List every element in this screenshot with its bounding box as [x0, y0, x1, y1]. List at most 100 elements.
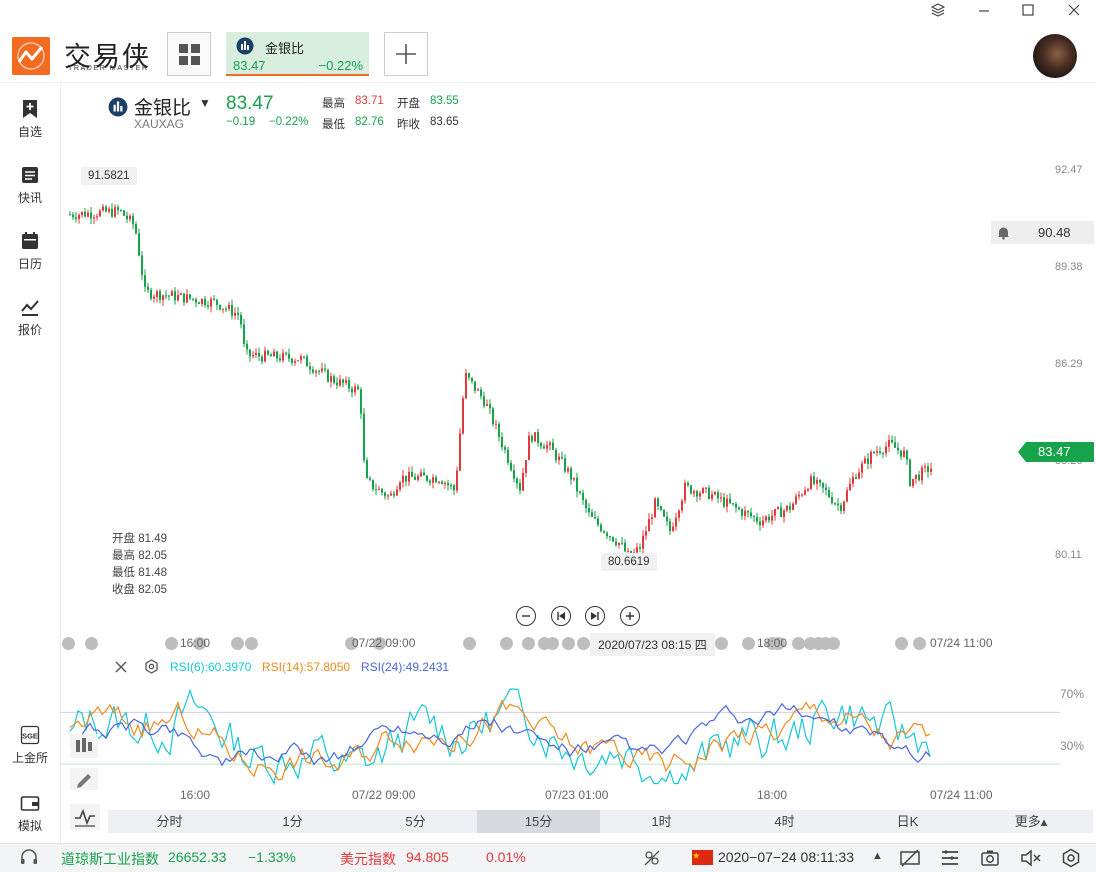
zoom-out-button[interactable]	[516, 606, 536, 626]
candle-tool-button[interactable]	[70, 734, 98, 758]
candle	[717, 489, 719, 504]
candlestick-chart[interactable]	[60, 140, 1060, 620]
tab-timeframe-fenshi[interactable]: 分时	[156, 814, 183, 829]
mute-icon[interactable]	[1020, 848, 1042, 868]
event-marker-dot[interactable]	[522, 637, 535, 650]
tab-timeframe-1h[interactable]: 1时	[651, 814, 672, 829]
event-marker-dot[interactable]	[345, 637, 358, 650]
settings-icon[interactable]	[144, 659, 159, 674]
rsi14-value: RSI(14):57.8050	[262, 660, 351, 674]
event-marker-dot[interactable]	[546, 637, 559, 650]
event-marker-dot[interactable]	[193, 637, 206, 650]
network-off-icon[interactable]	[642, 848, 662, 868]
event-marker-dot[interactable]	[231, 637, 244, 650]
camera-icon[interactable]	[980, 848, 1000, 868]
list-icon[interactable]	[940, 848, 960, 868]
minimize-icon[interactable]	[972, 2, 996, 24]
tab-timeframe-1m[interactable]: 1分	[282, 814, 303, 829]
screen-off-icon[interactable]	[899, 848, 921, 868]
sidebar-item-calendar[interactable]: 日历	[0, 231, 60, 272]
candle	[195, 297, 197, 308]
event-marker-dot[interactable]	[500, 637, 513, 650]
instrument-name[interactable]: 金银比	[134, 98, 192, 119]
candle	[465, 368, 467, 400]
event-marker-dot[interactable]	[463, 637, 476, 650]
candle	[183, 293, 185, 306]
usd-index-label[interactable]: 美元指数	[340, 851, 396, 867]
candle	[639, 543, 641, 553]
close-icon[interactable]	[1062, 2, 1086, 24]
event-marker-dot[interactable]	[715, 637, 728, 650]
more-timeframes-button[interactable]: 更多▴	[1014, 814, 1048, 829]
scroll-end-button[interactable]	[585, 606, 605, 626]
event-marker-dot[interactable]	[165, 637, 178, 650]
candle	[921, 465, 923, 485]
dow-label[interactable]: 道琼斯工业指数	[61, 851, 159, 867]
candle	[816, 477, 818, 490]
chevron-down-icon[interactable]: ▼	[199, 96, 211, 110]
event-marker-dot[interactable]	[895, 637, 908, 650]
event-marker-dot[interactable]	[245, 637, 258, 650]
tab-timeframe-day[interactable]: 日K	[896, 814, 919, 829]
candle	[876, 445, 878, 457]
scroll-start-button[interactable]	[551, 606, 571, 626]
headset-icon[interactable]	[19, 849, 39, 867]
indicator-tool-button[interactable]	[70, 804, 100, 830]
candle	[897, 442, 899, 455]
candle	[78, 213, 80, 224]
event-marker-dot[interactable]	[62, 637, 75, 650]
event-marker-dot[interactable]	[913, 637, 926, 650]
candle	[906, 449, 908, 466]
candle	[753, 515, 755, 522]
candle	[570, 466, 572, 485]
layers-icon[interactable]	[926, 2, 950, 24]
candle	[150, 287, 152, 301]
candle	[900, 450, 902, 461]
avatar[interactable]	[1033, 34, 1077, 78]
event-marker-dot[interactable]	[772, 637, 785, 650]
candle	[723, 492, 725, 509]
event-marker-dot[interactable]	[373, 637, 386, 650]
price-alert-line-label[interactable]: 90.48	[991, 221, 1094, 244]
candle	[423, 468, 425, 476]
close-indicator-icon[interactable]	[114, 660, 128, 674]
candle	[402, 469, 404, 488]
sidebar-item-watchlist[interactable]: 自选	[0, 99, 60, 140]
tab-timeframe-15m[interactable]: 15分	[477, 810, 600, 833]
sidebar-item-sge[interactable]: SGE 上金所	[0, 725, 60, 766]
candle	[381, 487, 383, 496]
candle	[363, 408, 365, 463]
zoom-in-button[interactable]	[620, 606, 640, 626]
sidebar-item-simulation[interactable]: 模拟	[0, 793, 60, 834]
candle	[279, 353, 281, 363]
settings-icon[interactable]	[1061, 848, 1081, 868]
candle	[165, 290, 167, 300]
event-marker-dot[interactable]	[827, 637, 840, 650]
sidebar-item-quotes[interactable]: 报价	[0, 297, 60, 338]
add-tab-button[interactable]	[384, 32, 428, 76]
price-axis-label: 92.47	[1055, 164, 1083, 176]
chevron-up-icon[interactable]: ▲	[872, 850, 883, 862]
draw-tool-button[interactable]	[70, 768, 98, 790]
event-marker-dot[interactable]	[577, 637, 590, 650]
tab-gold-silver-ratio[interactable]: 金银比 83.47 −0.22%	[226, 32, 369, 76]
event-marker-dot[interactable]	[562, 637, 575, 650]
event-marker-dot[interactable]	[85, 637, 98, 650]
tab-timeframe-5m[interactable]: 5分	[405, 814, 426, 829]
event-marker-dot[interactable]	[792, 637, 805, 650]
candle	[390, 490, 392, 496]
tab-timeframe-4h[interactable]: 4时	[774, 814, 795, 829]
rsi-series-line	[69, 688, 931, 786]
event-marker-dot[interactable]	[742, 637, 755, 650]
sidebar-item-news[interactable]: 快讯	[0, 165, 60, 206]
candle	[384, 491, 386, 500]
pencil-icon	[77, 774, 91, 788]
candle	[783, 508, 785, 523]
grid-view-button[interactable]	[167, 32, 211, 76]
candle	[582, 489, 584, 505]
candle	[354, 383, 356, 396]
maximize-icon[interactable]	[1016, 2, 1040, 24]
candle	[666, 511, 668, 527]
rsi-chart[interactable]	[60, 680, 1060, 790]
candle	[732, 503, 734, 506]
